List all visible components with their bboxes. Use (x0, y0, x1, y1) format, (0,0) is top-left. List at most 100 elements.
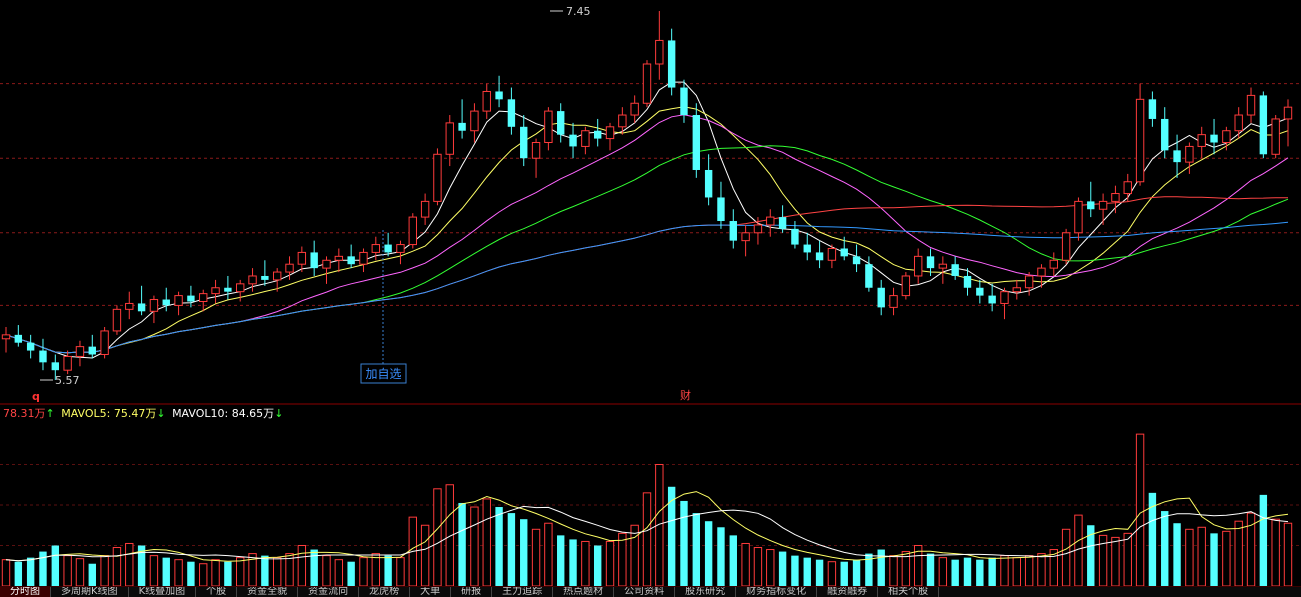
candle-body (840, 248, 848, 257)
candle-body (938, 263, 948, 269)
candle-body (766, 216, 775, 226)
tab-15[interactable]: 相关个股 (878, 587, 940, 597)
candle-body (433, 153, 442, 202)
ma60-line (5, 196, 1288, 354)
volume-bar (963, 557, 972, 586)
candle-body (680, 87, 688, 116)
volume-bar (199, 563, 208, 587)
candle-body (1222, 130, 1231, 144)
ma20-line (5, 114, 1289, 354)
high-price-label: 7.45 (566, 5, 591, 18)
volume-bar (236, 557, 245, 587)
candle-body (1148, 99, 1157, 119)
volume-bar (544, 522, 553, 587)
add-watchlist-button[interactable]: 加自选 (360, 363, 407, 384)
volume-bar (1049, 549, 1058, 587)
tab-14[interactable]: 融资融券 (817, 587, 879, 597)
volume-bar (581, 540, 590, 587)
tab-6[interactable]: 龙虎榜 (359, 587, 411, 597)
volume-bar (334, 559, 344, 587)
candle-body (14, 334, 23, 343)
tab-12[interactable]: 股东研究 (675, 587, 737, 597)
candle-body (1234, 114, 1243, 132)
candle-body (520, 126, 528, 159)
tab-11[interactable]: 公司资料 (614, 587, 676, 597)
volume-bar (88, 563, 96, 586)
volume-bar (285, 553, 294, 587)
volume-bar (1061, 528, 1071, 587)
tab-10[interactable]: 热点题材 (553, 587, 615, 597)
high-price-annotation: 7.45 (550, 5, 591, 18)
volume-bar (729, 535, 737, 586)
candle-body (39, 350, 47, 363)
volume-bar (1210, 533, 1218, 586)
candle-body (791, 228, 799, 245)
tab-2[interactable]: K线叠加图 (129, 587, 197, 597)
candle-body (655, 39, 664, 65)
tab-7[interactable]: 大单 (410, 587, 452, 597)
volume-bar (1, 559, 11, 587)
candle-body (495, 91, 503, 100)
candle-body (1173, 150, 1181, 163)
candle-body (371, 244, 381, 253)
volume-bar (507, 513, 516, 586)
volume-bar (1000, 555, 1009, 587)
candle-body (272, 271, 282, 281)
candle-body (618, 114, 627, 128)
volume-bar (224, 561, 232, 586)
tab-8[interactable]: 研报 (451, 587, 493, 597)
volume-bar (803, 557, 811, 586)
candle-body (1012, 287, 1022, 293)
volume-bar (840, 561, 848, 586)
volume-bar (988, 557, 996, 586)
volume-bar (1197, 526, 1206, 587)
ma30-line (5, 145, 1289, 354)
candle-body (926, 256, 935, 269)
tab-5[interactable]: 资金流向 (298, 587, 360, 597)
candle-body (1123, 181, 1132, 195)
candle-body (334, 255, 344, 261)
volume-bar (605, 540, 615, 587)
volume-bar (1087, 525, 1095, 586)
mavol10-value: MAVOL10: 84.65万 (172, 407, 274, 420)
candle-body (1087, 201, 1095, 210)
volume-bar (75, 558, 85, 587)
candle-body (1161, 118, 1169, 151)
volume-bar (520, 519, 528, 586)
finance-marker[interactable]: 财 (680, 388, 691, 402)
volume-bar (618, 532, 627, 587)
candle-body (741, 232, 750, 242)
candle-body (396, 244, 405, 253)
volume-bar (877, 549, 885, 586)
tab-1[interactable]: 多周期K线图 (51, 587, 129, 597)
add-watchlist-label: 加自选 (365, 367, 401, 381)
volume-bar (815, 559, 824, 586)
candle-body (1259, 95, 1268, 155)
candle-body (482, 90, 491, 112)
tab-9[interactable]: 主力追踪 (492, 587, 554, 597)
tab-4[interactable]: 资金全貌 (237, 587, 299, 597)
candle-body (1024, 275, 1034, 289)
candle-body (581, 130, 590, 147)
candle-body (51, 362, 60, 371)
volume-bar (310, 549, 318, 586)
candle-body (865, 264, 873, 288)
volume-bar (827, 561, 837, 587)
candle-body (248, 275, 257, 285)
candle-body (174, 295, 183, 306)
candlesticks (1, 11, 1293, 380)
candle-body (26, 342, 35, 351)
candle-body (753, 224, 763, 234)
candle-body (261, 275, 269, 280)
volume-bar (531, 528, 541, 587)
tab-0[interactable]: 分时图 (0, 587, 51, 597)
volume-bar (1111, 536, 1120, 587)
volume-bar (272, 557, 282, 587)
volume-bar (938, 557, 948, 587)
volume-bar (1024, 555, 1034, 587)
tab-13[interactable]: 财务指标变化 (736, 587, 818, 597)
tab-3[interactable]: 个股 (196, 587, 238, 597)
candle-body (322, 259, 331, 269)
volume-bar (692, 513, 701, 586)
candle-body (149, 299, 159, 312)
